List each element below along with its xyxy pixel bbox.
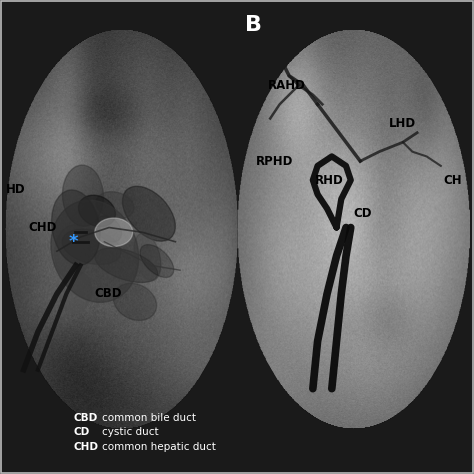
Ellipse shape: [95, 248, 158, 283]
Text: CH: CH: [443, 173, 462, 187]
Ellipse shape: [51, 200, 139, 302]
Ellipse shape: [62, 229, 121, 264]
Text: B: B: [245, 15, 262, 35]
Text: cystic duct: cystic duct: [102, 427, 158, 438]
Ellipse shape: [60, 271, 91, 313]
Ellipse shape: [55, 225, 91, 279]
Text: CBD: CBD: [73, 413, 98, 423]
Text: CD: CD: [73, 427, 90, 438]
Text: common hepatic duct: common hepatic duct: [102, 441, 216, 452]
Text: RHD: RHD: [315, 173, 344, 187]
Ellipse shape: [122, 186, 175, 241]
Ellipse shape: [113, 283, 156, 320]
Ellipse shape: [52, 190, 100, 265]
Text: RAHD: RAHD: [268, 79, 306, 92]
Ellipse shape: [96, 191, 134, 219]
Text: CD: CD: [353, 207, 372, 220]
Text: CHD: CHD: [73, 441, 99, 452]
Ellipse shape: [96, 216, 121, 242]
Text: CHD: CHD: [28, 221, 57, 234]
Ellipse shape: [79, 195, 116, 227]
Text: common bile duct: common bile duct: [102, 413, 196, 423]
Text: LHD: LHD: [389, 117, 416, 130]
Text: *: *: [69, 233, 78, 251]
Text: CBD: CBD: [95, 287, 122, 301]
Ellipse shape: [134, 233, 161, 281]
Text: RPHD: RPHD: [256, 155, 293, 168]
Ellipse shape: [95, 218, 133, 246]
Text: HD: HD: [6, 183, 25, 196]
Ellipse shape: [63, 165, 103, 226]
Ellipse shape: [140, 245, 174, 277]
